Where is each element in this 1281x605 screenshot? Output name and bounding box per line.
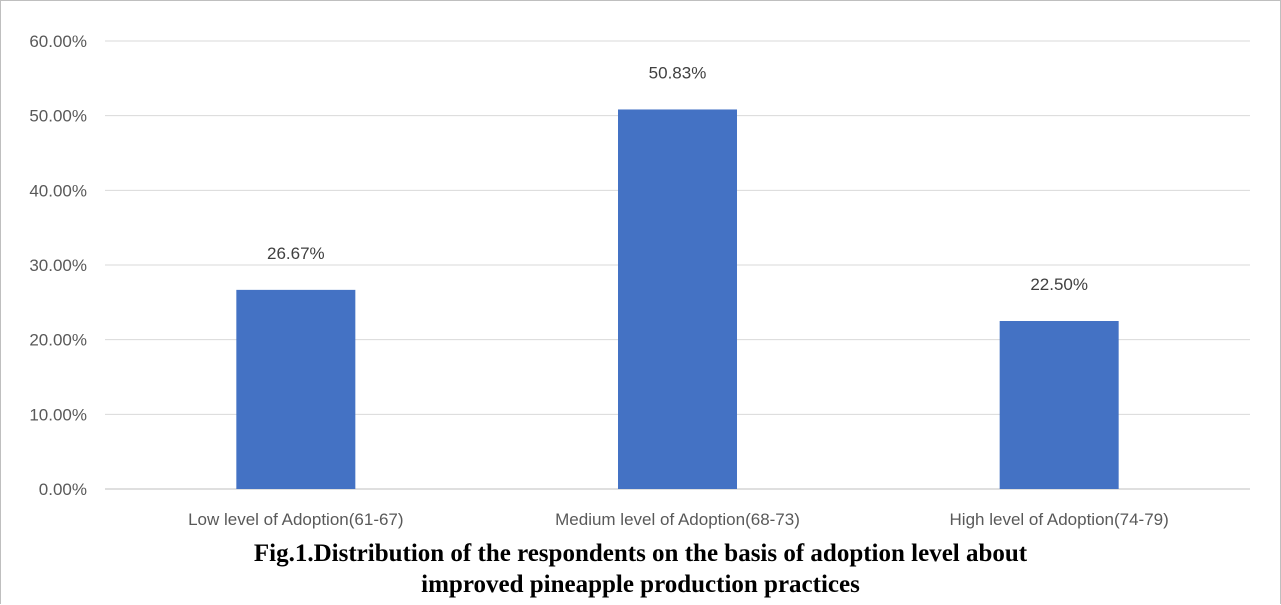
caption-line-2: improved pineapple production practices	[421, 571, 860, 598]
y-tick-label: 40.00%	[29, 181, 87, 200]
bar-value-label: 22.50%	[1030, 275, 1088, 294]
bar-value-label: 50.83%	[649, 63, 707, 82]
category-label: Low level of Adoption(61-67)	[188, 510, 403, 529]
bar	[618, 109, 737, 489]
y-axis-tick-labels: 0.00% 10.00% 20.00% 30.00% 40.00% 50.00% 60.00…	[29, 32, 87, 499]
x-axis-category-labels: Low level of Adoption(61-67) Medium level…	[188, 510, 1169, 529]
caption-line-1: Fig.1.Distribution of the respondents on…	[253, 540, 1028, 567]
category-label: Medium level of Adoption(68-73)	[555, 510, 800, 529]
data-labels: 26.67% 50.83% 22.50%	[267, 63, 1088, 294]
bar	[236, 289, 356, 489]
y-tick-label: 10.00%	[29, 405, 87, 424]
y-tick-label: 50.00%	[29, 107, 87, 126]
bar-chart: 0.00% 10.00% 20.00% 30.00% 40.00% 50.00% 60.00…	[29, 32, 1250, 529]
category-label: High level of Adoption(74-79)	[950, 510, 1169, 529]
y-tick-label: 60.00%	[29, 32, 87, 51]
y-tick-label: 0.00%	[39, 480, 87, 499]
bar	[999, 321, 1119, 489]
bars	[236, 109, 1119, 489]
figure-caption: Fig.1.Distribution of the respondents on…	[0, 538, 1281, 600]
y-tick-label: 20.00%	[29, 331, 87, 350]
y-tick-label: 30.00%	[29, 256, 87, 275]
bar-value-label: 26.67%	[267, 244, 325, 263]
